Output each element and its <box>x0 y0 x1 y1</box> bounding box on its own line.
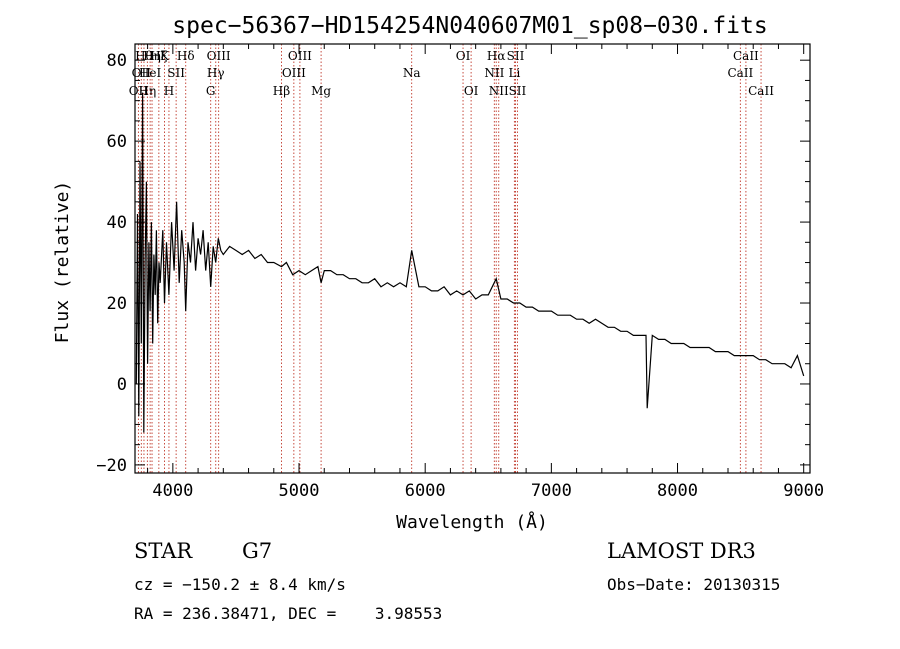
line-label-27: CaII <box>727 66 753 80</box>
line-label-25: SII <box>507 49 525 63</box>
line-label-7: K <box>160 49 170 63</box>
line-label-1: OII <box>132 66 152 80</box>
redshift-value: cz = −150.2 ± 8.4 km/s <box>134 575 346 594</box>
coordinates: RA = 236.38471, DEC = 3.98553 <box>134 604 442 623</box>
spectral-line-labels: OIIOIIHθHηHeIHηHξKHSIIHδGHγOIIIHβOIIIOII… <box>129 49 774 98</box>
line-label-23: NII <box>489 84 509 98</box>
line-label-20: OI <box>464 84 479 98</box>
line-label-21: NII <box>484 66 504 80</box>
line-label-6: Hξ <box>150 49 167 63</box>
line-label-12: Hγ <box>207 66 225 80</box>
line-label-11: G <box>206 84 216 98</box>
x-tick-label-3: 7000 <box>531 481 572 501</box>
y-tick-label-1: 0 <box>117 375 127 395</box>
x-tick-label-1: 5000 <box>279 481 320 501</box>
line-label-13: OIII <box>207 49 231 63</box>
y-tick-label-4: 60 <box>107 132 127 152</box>
line-label-19: OI <box>456 49 471 63</box>
x-axis-ticks: 4000 5000 6000 7000 8000 9000 <box>147 44 824 501</box>
x-tick-label-5: 9000 <box>783 481 824 501</box>
object-class: STAR <box>134 539 193 563</box>
chart-title: spec−56367−HD154254N040607M01_sp08−030.f… <box>172 13 767 39</box>
y-tick-label-3: 40 <box>107 213 127 233</box>
line-label-3: Hη <box>139 84 157 98</box>
y-axis-label: Flux (relative) <box>52 181 73 344</box>
line-label-26: SII <box>509 84 527 98</box>
y-tick-label-5: 80 <box>107 51 127 71</box>
y-tick-label-2: 20 <box>107 294 127 314</box>
observation-date: Obs−Date: 20130315 <box>607 575 780 594</box>
line-label-2: Hθ <box>135 49 153 63</box>
x-tick-label-2: 6000 <box>405 481 446 501</box>
line-label-16: OIII <box>288 49 312 63</box>
line-label-14: Hβ <box>273 84 290 98</box>
line-label-29: CaII <box>748 84 774 98</box>
spectrum-series <box>135 92 805 433</box>
x-tick-label-4: 8000 <box>657 481 698 501</box>
line-label-9: SII <box>167 66 185 80</box>
spectral-line-markers <box>137 44 762 473</box>
plot-frame <box>134 43 811 474</box>
object-subclass: G7 <box>242 539 272 563</box>
line-label-28: CaII <box>733 49 759 63</box>
line-label-10: Hδ <box>177 49 195 63</box>
y-tick-label-0: −20 <box>96 456 127 476</box>
line-label-18: Na <box>403 66 421 80</box>
x-tick-label-0: 4000 <box>152 481 193 501</box>
line-label-4: HeI <box>139 66 162 80</box>
line-label-0: OII <box>129 84 149 98</box>
line-label-15: OIII <box>282 66 306 80</box>
y-axis-ticks: −20 0 20 40 60 80 <box>96 51 810 476</box>
line-label-17: Mg <box>311 84 331 98</box>
line-label-22: Hα <box>487 49 506 63</box>
line-label-5: Hη <box>143 49 161 63</box>
survey-name: LAMOST DR3 <box>607 539 756 563</box>
line-label-8: H <box>164 84 174 98</box>
x-axis-label: Wavelength (Å) <box>396 511 548 533</box>
line-label-24: Li <box>508 66 520 80</box>
